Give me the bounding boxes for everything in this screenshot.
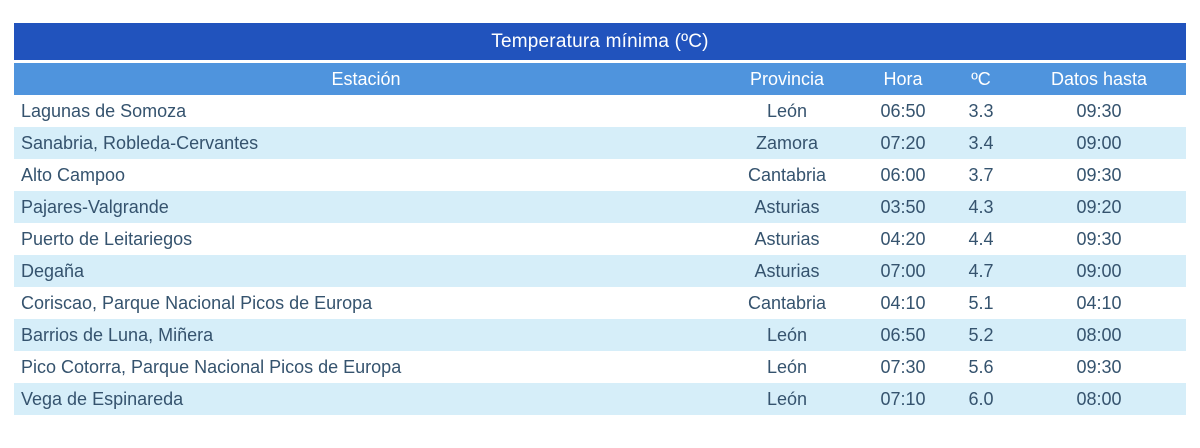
cell-temperature: 5.1 bbox=[950, 287, 1012, 319]
table-row: Sanabria, Robleda-Cervantes Zamora 07:20 3.… bbox=[14, 127, 1186, 159]
cell-hour: 07:20 bbox=[856, 127, 950, 159]
cell-province: Asturias bbox=[718, 191, 856, 223]
table-row: Puerto de Leitariegos Asturias 04:20 4.4 09:… bbox=[14, 223, 1186, 255]
table-body: Lagunas de Somoza León 06:50 3.3 09:30 Sanabr… bbox=[14, 95, 1186, 415]
cell-hour: 06:50 bbox=[856, 319, 950, 351]
table-row: Pajares-Valgrande Asturias 03:50 4.3 09:20 bbox=[14, 191, 1186, 223]
cell-hour: 06:00 bbox=[856, 159, 950, 191]
cell-data-until: 09:30 bbox=[1012, 351, 1186, 383]
header-row: Estación Provincia Hora ºC Datos hasta bbox=[14, 63, 1186, 95]
header-province: Provincia bbox=[718, 63, 856, 95]
table-row: Lagunas de Somoza León 06:50 3.3 09:30 bbox=[14, 95, 1186, 127]
cell-province: Zamora bbox=[718, 127, 856, 159]
cell-data-until: 09:20 bbox=[1012, 191, 1186, 223]
cell-province: Asturias bbox=[718, 223, 856, 255]
table-row: Alto Campoo Cantabria 06:00 3.7 09:30 bbox=[14, 159, 1186, 191]
cell-data-until: 09:30 bbox=[1012, 223, 1186, 255]
cell-station: Degaña bbox=[14, 255, 718, 287]
table-header: Estación Provincia Hora ºC Datos hasta bbox=[14, 63, 1186, 95]
cell-hour: 07:00 bbox=[856, 255, 950, 287]
cell-province: León bbox=[718, 319, 856, 351]
header-station: Estación bbox=[14, 63, 718, 95]
cell-province: León bbox=[718, 95, 856, 127]
table-row: Pico Cotorra, Parque Nacional Picos de E… bbox=[14, 351, 1186, 383]
cell-data-until: 08:00 bbox=[1012, 319, 1186, 351]
cell-data-until: 09:00 bbox=[1012, 127, 1186, 159]
cell-hour: 07:10 bbox=[856, 383, 950, 415]
cell-station: Lagunas de Somoza bbox=[14, 95, 718, 127]
cell-province: Asturias bbox=[718, 255, 856, 287]
cell-province: León bbox=[718, 351, 856, 383]
header-temperature: ºC bbox=[950, 63, 1012, 95]
cell-temperature: 6.0 bbox=[950, 383, 1012, 415]
cell-hour: 06:50 bbox=[856, 95, 950, 127]
cell-hour: 03:50 bbox=[856, 191, 950, 223]
table-row: Degaña Asturias 07:00 4.7 09:00 bbox=[14, 255, 1186, 287]
cell-data-until: 09:30 bbox=[1012, 95, 1186, 127]
cell-temperature: 3.4 bbox=[950, 127, 1012, 159]
table-row: Barrios de Luna, Miñera León 06:50 5.2 08:00 bbox=[14, 319, 1186, 351]
cell-temperature: 4.3 bbox=[950, 191, 1012, 223]
cell-province: León bbox=[718, 383, 856, 415]
cell-station: Barrios de Luna, Miñera bbox=[14, 319, 718, 351]
cell-temperature: 3.7 bbox=[950, 159, 1012, 191]
cell-station: Puerto de Leitariegos bbox=[14, 223, 718, 255]
cell-station: Pico Cotorra, Parque Nacional Picos de E… bbox=[14, 351, 718, 383]
cell-data-until: 08:00 bbox=[1012, 383, 1186, 415]
cell-station: Sanabria, Robleda-Cervantes bbox=[14, 127, 718, 159]
cell-hour: 04:20 bbox=[856, 223, 950, 255]
cell-temperature: 5.6 bbox=[950, 351, 1012, 383]
cell-data-until: 04:10 bbox=[1012, 287, 1186, 319]
table-row: Vega de Espinareda León 07:10 6.0 08:00 bbox=[14, 383, 1186, 415]
cell-data-until: 09:00 bbox=[1012, 255, 1186, 287]
cell-station: Pajares-Valgrande bbox=[14, 191, 718, 223]
cell-hour: 07:30 bbox=[856, 351, 950, 383]
cell-hour: 04:10 bbox=[856, 287, 950, 319]
cell-province: Cantabria bbox=[718, 287, 856, 319]
cell-station: Alto Campoo bbox=[14, 159, 718, 191]
cell-station: Vega de Espinareda bbox=[14, 383, 718, 415]
header-data-until: Datos hasta bbox=[1012, 63, 1186, 95]
cell-province: Cantabria bbox=[718, 159, 856, 191]
min-temperature-table: Estación Provincia Hora ºC Datos hasta L… bbox=[14, 63, 1186, 415]
cell-temperature: 4.4 bbox=[950, 223, 1012, 255]
cell-temperature: 5.2 bbox=[950, 319, 1012, 351]
cell-temperature: 3.3 bbox=[950, 95, 1012, 127]
table-row: Coriscao, Parque Nacional Picos de Europ… bbox=[14, 287, 1186, 319]
header-hour: Hora bbox=[856, 63, 950, 95]
cell-station: Coriscao, Parque Nacional Picos de Europ… bbox=[14, 287, 718, 319]
cell-temperature: 4.7 bbox=[950, 255, 1012, 287]
table-title-bar: Temperatura mínima (ºC) bbox=[14, 23, 1186, 60]
cell-data-until: 09:30 bbox=[1012, 159, 1186, 191]
table-title: Temperatura mínima (ºC) bbox=[491, 30, 709, 52]
